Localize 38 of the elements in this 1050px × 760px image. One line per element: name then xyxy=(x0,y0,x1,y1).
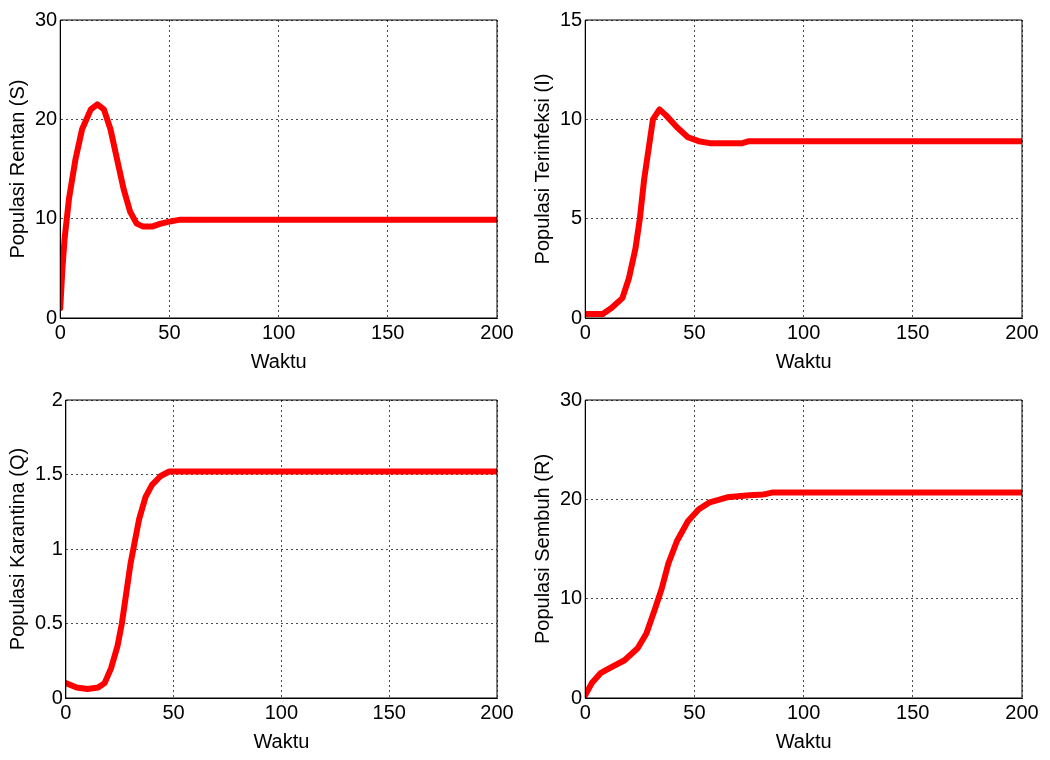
y-tick-label: 15 xyxy=(560,7,583,30)
x-axis-title: Waktu xyxy=(775,729,832,752)
y-tick-label: 10 xyxy=(560,586,583,609)
y-tick-label: 10 xyxy=(560,106,583,129)
x-tick-label: 150 xyxy=(371,320,405,343)
y-axis-title: Populasi Sembuh (R) xyxy=(530,453,553,645)
x-tick-label: 150 xyxy=(896,320,930,343)
y-tick-label: 30 xyxy=(35,7,58,30)
x-axis-title: Waktu xyxy=(253,729,310,752)
y-tick-label: 20 xyxy=(560,486,583,509)
y-axis-title: Populasi Karantina (Q) xyxy=(5,447,28,651)
y-tick-label: 1 xyxy=(51,536,63,559)
x-tick-label: 200 xyxy=(480,320,514,343)
x-tick-label: 50 xyxy=(158,320,181,343)
y-tick-label: 5 xyxy=(571,206,583,229)
x-axis-title: Waktu xyxy=(250,349,307,372)
x-tick-label: 100 xyxy=(261,320,296,343)
x-tick-label: 150 xyxy=(372,700,406,723)
x-tick-label: 150 xyxy=(896,700,930,723)
y-tick-label: 0.5 xyxy=(34,611,63,634)
x-tick-label: 100 xyxy=(264,700,299,723)
y-tick-label: 20 xyxy=(35,106,58,129)
x-tick-label: 50 xyxy=(683,700,706,723)
y-tick-label: 1.5 xyxy=(34,462,63,485)
x-tick-label: 100 xyxy=(786,700,821,723)
x-axis-title: Waktu xyxy=(775,349,832,372)
x-tick-label: 200 xyxy=(1005,700,1039,723)
y-tick-label: 0 xyxy=(51,685,63,708)
y-tick-label: 10 xyxy=(35,206,58,229)
y-axis-title: Populasi Rentan (S) xyxy=(5,79,28,259)
x-tick-label: 200 xyxy=(1005,320,1039,343)
x-tick-label: 50 xyxy=(683,320,706,343)
x-tick-label: 200 xyxy=(480,700,514,723)
y-axis-title: Populasi Terinfeksi (I) xyxy=(530,73,553,265)
x-tick-label: 50 xyxy=(162,700,185,723)
y-tick-label: 30 xyxy=(560,387,583,410)
x-tick-label: 100 xyxy=(786,320,821,343)
y-tick-label: 2 xyxy=(51,387,63,410)
